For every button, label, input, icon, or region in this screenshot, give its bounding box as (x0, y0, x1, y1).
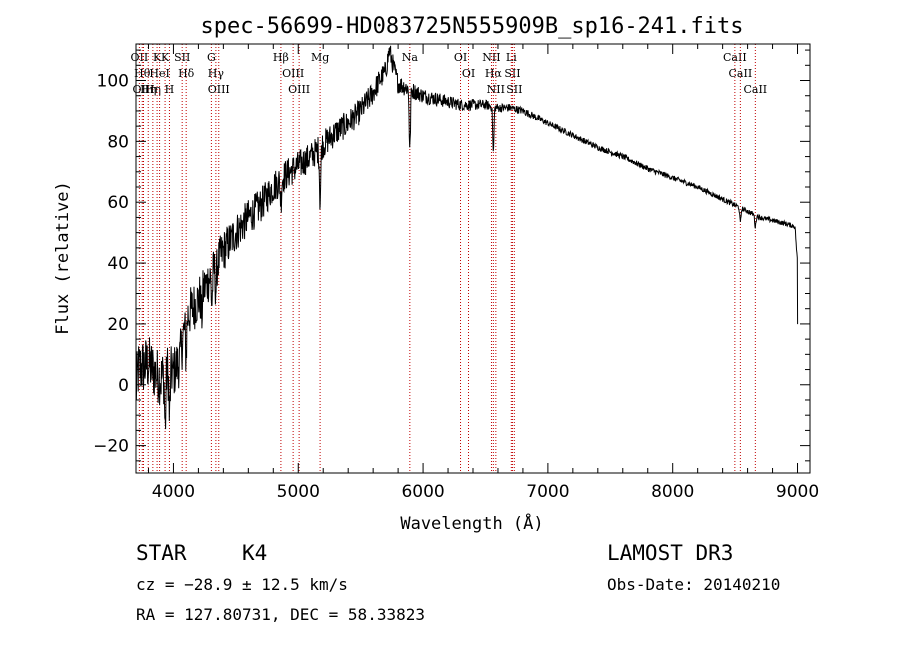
line-marker-label: HeI (149, 67, 169, 80)
y-tick-label: 20 (107, 315, 129, 335)
line-marker-label: Hη (140, 83, 156, 96)
spectrum-line (135, 45, 799, 430)
line-marker-label: Hδ (178, 67, 195, 80)
line-marker-label: G (207, 51, 216, 64)
x-tick-label: 9000 (776, 482, 819, 502)
line-marker-label: SII (174, 51, 190, 64)
line-marker-label: SII (506, 83, 522, 96)
line-marker-label: Hθ (134, 67, 151, 80)
line-marker-label: Hβ (273, 51, 289, 64)
line-marker-label: OIII (288, 83, 310, 96)
line-marker-label: K (153, 51, 162, 64)
line-marker-layer: OIIHθOIIIHηHηKHeIKHSIIHδGHγOIIIHβOIIIOII… (131, 44, 767, 473)
class-label: STAR (136, 541, 187, 565)
plot-frame (135, 43, 811, 474)
y-tick-label: −20 (93, 437, 129, 457)
x-tick-label: 6000 (401, 482, 444, 502)
line-marker-label: CaII (729, 67, 753, 80)
line-marker-label: H (165, 83, 175, 96)
line-marker-label: OI (454, 51, 467, 64)
y-tick-label: 60 (107, 193, 129, 213)
x-tick-label: 8000 (651, 482, 694, 502)
line-marker-label: SII (504, 67, 520, 80)
subclass-label: K4 (242, 541, 267, 565)
line-marker-label: CaII (723, 51, 747, 64)
line-marker-label: Li (506, 51, 517, 64)
chart-title: spec-56699-HD083725N555909B_sp16-241.fit… (200, 14, 743, 39)
y-axis-label: Flux (relative) (53, 181, 73, 335)
line-marker-label: OIII (132, 83, 154, 96)
obs-date-text: Obs-Date: 20140210 (607, 575, 780, 594)
x-tick-label: 5000 (277, 482, 320, 502)
line-marker-label: Mg (311, 51, 329, 64)
line-marker-label: OIII (208, 83, 230, 96)
x-tick-label: 7000 (526, 482, 569, 502)
y-tick-label: 100 (97, 72, 129, 92)
x-tick-label: 4000 (152, 482, 195, 502)
y-tick-label: 40 (107, 254, 129, 274)
line-marker-label: OII (131, 51, 149, 64)
line-marker-label: CaII (743, 83, 767, 96)
redshift-text: cz = −28.9 ± 12.5 km/s (136, 575, 348, 594)
line-marker-label: Hα (485, 67, 503, 80)
radec-text: RA = 127.80731, DEC = 58.33823 (136, 605, 425, 624)
line-marker-label: NII (482, 51, 500, 64)
line-marker-label: OIII (282, 67, 304, 80)
line-marker-label: Hγ (208, 67, 225, 80)
x-axis-label: Wavelength (Å) (400, 512, 543, 534)
y-tick-label: 80 (107, 132, 129, 152)
line-marker-label: Hη (145, 83, 161, 96)
survey-label: LAMOST DR3 (607, 541, 733, 565)
line-marker-label: K (161, 51, 170, 64)
x-axis-ticks: 4000 5000 6000 7000 8000 9000 (147, 44, 819, 502)
spectrum-layer (135, 45, 799, 430)
line-marker-label: Na (402, 51, 419, 64)
y-axis-ticks: −20 0 20 40 60 80 100 (93, 49, 810, 462)
y-tick-label: 0 (118, 376, 129, 396)
line-marker-label: OI (462, 67, 475, 80)
line-marker-label: NII (487, 83, 505, 96)
